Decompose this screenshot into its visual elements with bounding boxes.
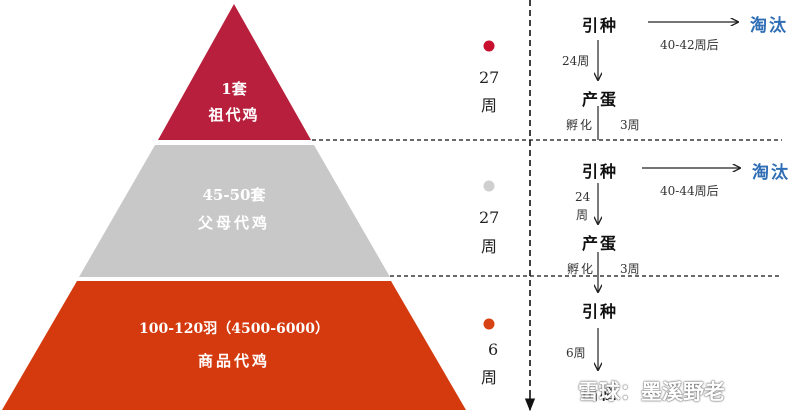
tier2-duration-unit: 周	[481, 237, 498, 256]
tier1-dot	[483, 40, 495, 52]
tier1-count: 1套	[221, 80, 247, 98]
tier2-dot	[483, 180, 495, 192]
tier2-cull-step: 淘汰	[752, 163, 790, 183]
tier3-duration-num: 6	[488, 340, 499, 359]
tier3-duration-unit: 周	[481, 368, 498, 387]
tier1-lay-step: 产蛋	[582, 90, 619, 109]
tier1-cull-time: 40-42周后	[660, 38, 719, 52]
tier1-duration-num: 27	[479, 68, 500, 87]
tier3-shape	[2, 281, 466, 410]
tier1-shape	[158, 4, 311, 140]
tier1-name: 祖代鸡	[208, 106, 260, 124]
tier1-hatch-time: 3周	[620, 118, 640, 132]
tier1-duration-unit: 周	[481, 96, 498, 115]
tier2-intro-step: 引种	[582, 162, 619, 181]
tier3-out-step: 出栏	[582, 384, 619, 403]
tier3-to-out-time: 6周	[566, 346, 586, 360]
tier2-duration-num: 27	[479, 208, 500, 227]
tier3-intro-step: 引种	[582, 302, 619, 321]
tier3-name: 商品代鸡	[197, 352, 270, 370]
tier1-cull-step: 淘汰	[750, 16, 788, 36]
tier2-cull-time: 40-44周后	[660, 184, 719, 198]
tier2-to-lay-num: 24	[575, 190, 591, 204]
tier2-lay-step: 产蛋	[582, 234, 619, 253]
tier1-to-lay-time: 24周	[562, 54, 590, 68]
tier2-hatch-time: 3周	[620, 262, 640, 276]
tier2-hatch-step: 孵化	[567, 262, 596, 276]
tier2-name: 父母代鸡	[197, 214, 270, 232]
tier2-shape	[79, 145, 390, 277]
tier2-to-lay-unit: 周	[576, 208, 589, 222]
tier2-count: 45-50套	[202, 186, 266, 204]
watermark: 雪球：墨溪野老	[578, 380, 725, 404]
tier3-count: 100-120羽（4500-6000）	[139, 321, 329, 337]
tier1-intro-step: 引种	[582, 16, 619, 35]
tier1-hatch-step: 孵化	[566, 118, 595, 132]
tier3-dot	[483, 318, 495, 330]
